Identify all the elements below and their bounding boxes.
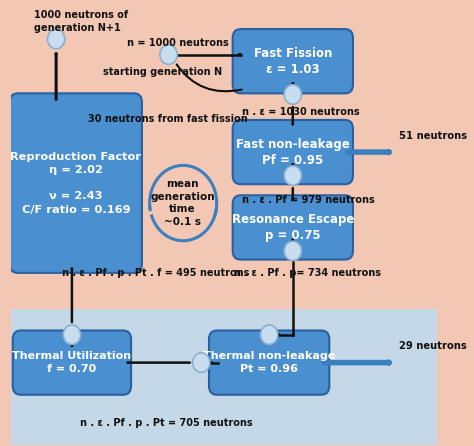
Bar [11, 1, 437, 310]
Text: Resonance Escape
p = 0.75: Resonance Escape p = 0.75 [232, 213, 354, 242]
Text: 51 neutrons: 51 neutrons [399, 131, 467, 140]
FancyBboxPatch shape [233, 120, 353, 184]
Text: n = 1000 neutrons: n = 1000 neutrons [127, 38, 229, 49]
FancyBboxPatch shape [233, 195, 353, 260]
FancyBboxPatch shape [13, 330, 131, 395]
Circle shape [192, 353, 210, 372]
Text: Thermal non-leakage
Pt = 0.96: Thermal non-leakage Pt = 0.96 [203, 351, 335, 374]
Bar [11, 310, 437, 445]
Text: mean
generation
time
~0.1 s: mean generation time ~0.1 s [150, 179, 215, 227]
Text: Thermal Utilization
f = 0.70: Thermal Utilization f = 0.70 [12, 351, 131, 374]
Circle shape [284, 241, 301, 260]
Text: 30 neutrons from fast fission: 30 neutrons from fast fission [88, 114, 247, 124]
Text: starting generation N: starting generation N [103, 67, 223, 77]
Text: n . ε . Pf . p . Pt = 705 neutrons: n . ε . Pf . p . Pt = 705 neutrons [80, 418, 253, 428]
Text: n . ε = 1030 neutrons: n . ε = 1030 neutrons [242, 107, 359, 117]
Text: Fast Fission
ε = 1.03: Fast Fission ε = 1.03 [254, 47, 332, 76]
Text: Fast non-leakage
Pf = 0.95: Fast non-leakage Pf = 0.95 [236, 137, 350, 167]
Circle shape [284, 85, 301, 104]
Circle shape [47, 29, 65, 49]
Text: 29 neutrons: 29 neutrons [399, 341, 467, 351]
Text: Reproduction Factor
η = 2.02

ν = 2.43
C/F ratio = 0.169: Reproduction Factor η = 2.02 ν = 2.43 C/… [10, 152, 141, 215]
Text: 1000 neutrons of
generation N+1: 1000 neutrons of generation N+1 [35, 10, 128, 33]
FancyBboxPatch shape [10, 93, 142, 273]
Circle shape [63, 325, 81, 344]
Circle shape [160, 45, 177, 64]
Text: n . ε . Pf . p . Pt . f = 495 neutrons: n . ε . Pf . p . Pt . f = 495 neutrons [62, 268, 249, 278]
Text: n . ε . Pf = 979 neutrons: n . ε . Pf = 979 neutrons [242, 194, 374, 205]
Circle shape [261, 325, 278, 344]
FancyBboxPatch shape [233, 29, 353, 93]
Circle shape [284, 166, 301, 186]
Text: n . ε . Pf . p= 734 neutrons: n . ε . Pf . p= 734 neutrons [234, 268, 381, 278]
FancyBboxPatch shape [209, 330, 329, 395]
